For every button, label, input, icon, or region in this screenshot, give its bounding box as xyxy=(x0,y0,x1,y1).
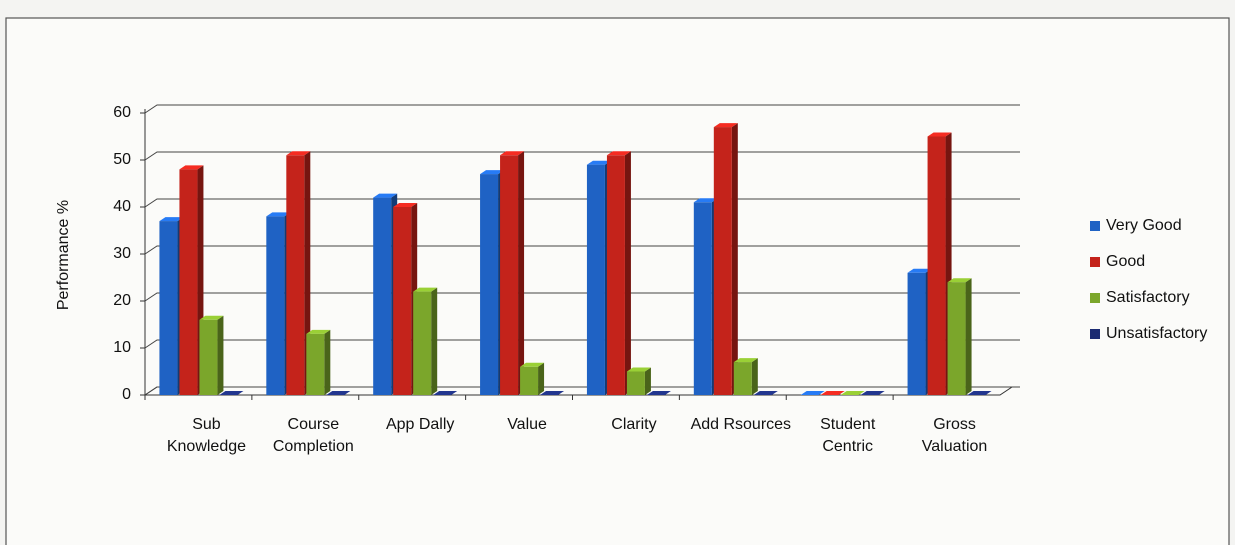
x-tick-label: Student Centric xyxy=(820,416,876,455)
bar-top xyxy=(947,278,972,283)
x-tick-label: App Dally xyxy=(385,416,455,433)
bar xyxy=(373,197,392,395)
bar-top xyxy=(693,198,718,203)
bar-top xyxy=(219,391,244,395)
bar xyxy=(626,371,645,395)
bar-side xyxy=(217,315,224,395)
y-tick-label: 30 xyxy=(113,245,131,262)
bar-top xyxy=(286,151,311,156)
bar xyxy=(306,333,325,395)
x-tick-label: Course Completion xyxy=(272,416,354,455)
bar-top xyxy=(393,203,418,207)
bar-top xyxy=(800,391,825,395)
x-tick-label: Value xyxy=(507,416,547,433)
bar xyxy=(480,174,499,395)
legend-swatch xyxy=(1090,293,1100,303)
bar xyxy=(606,155,625,395)
x-tick-label: Clarity xyxy=(611,416,657,433)
bar-side xyxy=(751,358,758,395)
bar xyxy=(907,272,926,395)
bar-top xyxy=(373,193,398,198)
y-tick-label: 20 xyxy=(113,292,131,309)
bar-top xyxy=(967,391,992,395)
x-tick-label: Gross Valuation xyxy=(921,416,988,455)
bar xyxy=(286,155,305,395)
bar-side xyxy=(644,367,651,395)
bar-top xyxy=(159,217,184,222)
bar-side xyxy=(965,278,972,395)
y-tick-label: 10 xyxy=(113,339,131,356)
bar-top xyxy=(199,315,224,320)
bar-top xyxy=(860,391,885,395)
bar-top xyxy=(433,391,458,395)
y-tick-label: 40 xyxy=(113,198,131,215)
x-tick-label: Add Rsources xyxy=(690,416,792,433)
bar-top xyxy=(840,391,865,395)
legend-label: Unsatisfactory xyxy=(1106,325,1207,342)
bar xyxy=(713,127,732,395)
y-tick-label: 60 xyxy=(113,104,131,121)
bar xyxy=(159,221,178,395)
bar-top xyxy=(927,132,952,137)
y-tick-label: 0 xyxy=(122,386,131,403)
bar-top xyxy=(306,329,331,334)
bar xyxy=(199,319,218,395)
bar xyxy=(693,202,712,395)
legend-label: Good xyxy=(1106,253,1145,270)
bar-top xyxy=(713,123,738,128)
bar-side xyxy=(518,151,525,395)
bar-side xyxy=(731,123,738,395)
bar xyxy=(500,155,519,395)
bar-top xyxy=(753,391,778,395)
bar-top xyxy=(480,170,505,175)
bar-top xyxy=(820,391,845,395)
bar xyxy=(733,362,752,395)
legend-swatch xyxy=(1090,221,1100,231)
y-axis-label: Performance % xyxy=(55,200,72,310)
bar-top xyxy=(179,165,204,170)
bar xyxy=(927,136,946,395)
x-tick-label: Sub Knowledge xyxy=(166,416,247,455)
bar-top xyxy=(606,151,631,156)
bar-top xyxy=(626,367,651,372)
grid-line xyxy=(144,104,1020,114)
bar xyxy=(393,207,412,395)
bar-top xyxy=(326,391,351,395)
legend-label: Very Good xyxy=(1106,217,1182,234)
bar-side xyxy=(624,151,631,395)
bar xyxy=(413,291,432,395)
legend-label: Satisfactory xyxy=(1106,289,1190,306)
bar xyxy=(179,169,198,395)
bar-side xyxy=(538,362,545,395)
bar xyxy=(266,216,285,395)
bar-top xyxy=(500,151,525,156)
bar-top xyxy=(266,212,291,217)
bar-top xyxy=(413,287,438,292)
bar-top xyxy=(586,160,611,165)
bar-side xyxy=(431,287,438,395)
bar-top xyxy=(733,358,758,363)
bar xyxy=(947,282,966,395)
bar-top xyxy=(907,268,932,273)
bar xyxy=(586,164,605,395)
bar-top xyxy=(646,391,671,395)
bar-top xyxy=(540,391,565,395)
y-tick-label: 50 xyxy=(113,151,131,168)
legend-swatch xyxy=(1090,329,1100,339)
legend-swatch xyxy=(1090,257,1100,267)
bar-top xyxy=(520,362,545,367)
bar xyxy=(520,366,539,395)
bar-side xyxy=(324,329,331,395)
